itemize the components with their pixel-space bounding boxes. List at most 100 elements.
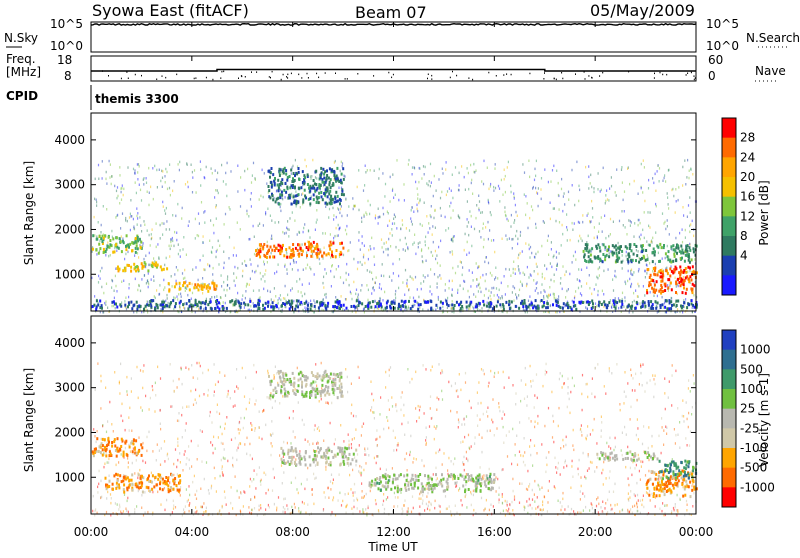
speckle-cell xyxy=(630,270,631,273)
data-cell xyxy=(602,260,604,263)
speckle-cell xyxy=(222,505,223,508)
speckle-cell xyxy=(498,494,499,497)
data-cell xyxy=(313,193,315,196)
data-cell xyxy=(625,245,627,248)
speckle-cell xyxy=(560,277,561,280)
data-cell xyxy=(641,245,643,248)
speckle-cell xyxy=(125,297,126,300)
nave-point xyxy=(238,78,239,80)
speckle-cell xyxy=(359,465,360,468)
speckle-cell xyxy=(640,460,641,463)
speckle-cell xyxy=(428,222,429,225)
speckle-cell xyxy=(601,421,602,424)
speckle-cell xyxy=(339,492,340,495)
speckle-cell xyxy=(276,509,277,512)
speckle-cell xyxy=(558,295,559,298)
beam-title: Beam 07 xyxy=(355,3,427,22)
speckle-cell xyxy=(368,505,369,508)
speckle-cell xyxy=(505,214,506,217)
speckle-cell xyxy=(171,245,172,248)
speckle-cell xyxy=(465,189,466,192)
speckle-cell xyxy=(199,395,200,398)
speckle-cell xyxy=(228,257,229,260)
speckle-cell xyxy=(461,165,462,168)
speckle-cell xyxy=(667,225,668,228)
speckle-cell xyxy=(621,210,622,213)
speckle-cell xyxy=(450,202,451,205)
speckle-cell xyxy=(664,177,665,180)
data-cell xyxy=(430,300,432,303)
speckle-cell xyxy=(562,288,563,291)
speckle-cell xyxy=(249,443,250,446)
data-cell xyxy=(649,281,651,284)
speckle-cell xyxy=(254,236,255,239)
speckle-cell xyxy=(211,487,212,490)
speckle-cell xyxy=(423,364,424,367)
speckle-cell xyxy=(675,211,676,214)
speckle-cell xyxy=(93,428,94,431)
speckle-cell xyxy=(590,433,591,436)
speckle-cell xyxy=(261,278,262,281)
speckle-cell xyxy=(434,426,435,429)
speckle-cell xyxy=(354,483,355,486)
speckle-cell xyxy=(528,160,529,163)
speckle-cell xyxy=(381,275,382,278)
speckle-cell xyxy=(440,207,441,210)
speckle-cell xyxy=(109,160,110,163)
speckle-cell xyxy=(235,475,236,478)
speckle-cell xyxy=(422,224,423,227)
speckle-cell xyxy=(503,371,504,374)
speckle-cell xyxy=(652,493,653,496)
speckle-cell xyxy=(630,418,631,421)
speckle-cell xyxy=(431,205,432,208)
speckle-cell xyxy=(498,402,499,405)
speckle-cell xyxy=(373,247,374,250)
data-cell xyxy=(278,187,280,190)
speckle-cell xyxy=(141,199,142,202)
speckle-cell xyxy=(355,428,356,431)
speckle-cell xyxy=(652,270,653,273)
speckle-cell xyxy=(223,180,224,183)
data-cell xyxy=(410,307,412,310)
data-cell xyxy=(403,301,405,304)
data-cell xyxy=(149,300,151,303)
speckle-cell xyxy=(396,449,397,452)
speckle-cell xyxy=(598,172,599,175)
speckle-cell xyxy=(194,169,195,172)
speckle-cell xyxy=(392,467,393,470)
speckle-cell xyxy=(259,289,260,292)
speckle-cell xyxy=(653,295,654,298)
speckle-cell xyxy=(685,236,686,239)
speckle-cell xyxy=(204,176,205,179)
data-cell xyxy=(658,260,660,263)
speckle-cell xyxy=(502,496,503,499)
speckle-cell xyxy=(483,160,484,163)
speckle-cell xyxy=(358,470,359,473)
data-cell xyxy=(665,252,667,255)
speckle-cell xyxy=(520,281,521,284)
speckle-cell xyxy=(638,193,639,196)
speckle-cell xyxy=(293,261,294,264)
speckle-cell xyxy=(222,473,223,476)
speckle-cell xyxy=(522,283,523,286)
data-cell xyxy=(249,300,251,303)
speckle-cell xyxy=(668,169,669,172)
speckle-cell xyxy=(182,406,183,409)
speckle-cell xyxy=(447,508,448,511)
speckle-cell xyxy=(510,185,511,188)
speckle-cell xyxy=(471,407,472,410)
speckle-cell xyxy=(435,500,436,503)
data-cell xyxy=(319,251,321,254)
speckle-cell xyxy=(643,495,644,498)
speckle-cell xyxy=(354,205,355,208)
data-cell xyxy=(615,248,617,251)
nave-point xyxy=(283,74,284,76)
speckle-cell xyxy=(568,191,569,194)
speckle-cell xyxy=(689,170,690,173)
speckle-cell xyxy=(260,507,261,510)
speckle-cell xyxy=(218,381,219,384)
speckle-cell xyxy=(494,167,495,170)
speckle-cell xyxy=(490,211,491,214)
speckle-cell xyxy=(417,187,418,190)
speckle-cell xyxy=(690,211,691,214)
